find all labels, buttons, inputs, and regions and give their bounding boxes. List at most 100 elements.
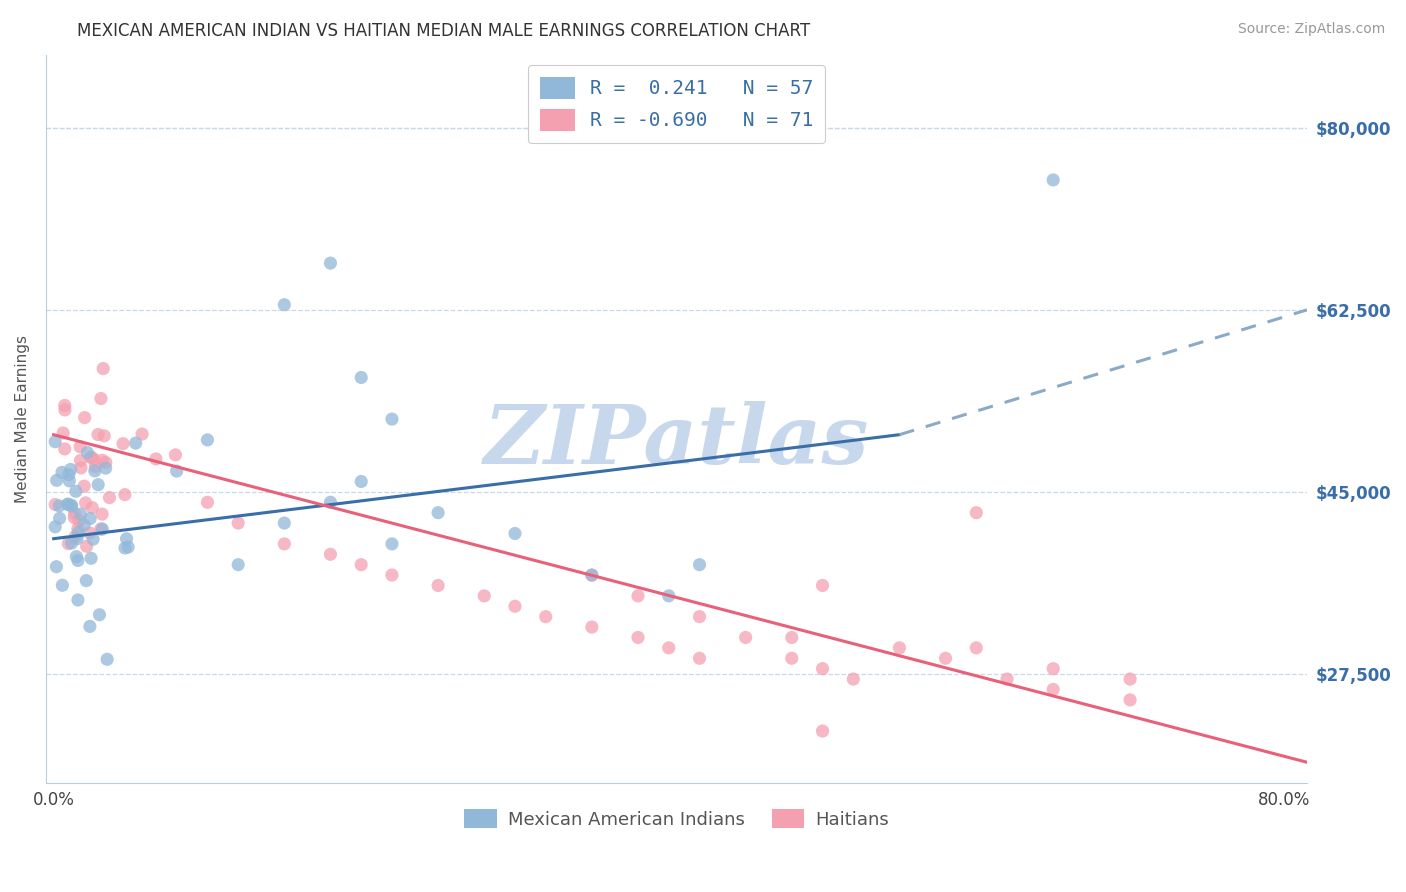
Point xyxy=(52,425,75,440)
Point xyxy=(66,522,89,536)
Point xyxy=(472,589,495,603)
Point xyxy=(80,450,103,465)
Point xyxy=(1042,173,1064,187)
Point xyxy=(627,631,650,645)
Point xyxy=(114,541,136,555)
Point xyxy=(51,466,73,480)
Point xyxy=(114,488,136,502)
Point xyxy=(125,436,148,450)
Point xyxy=(811,578,834,592)
Point xyxy=(56,497,79,511)
Point xyxy=(79,511,101,525)
Point xyxy=(83,452,105,467)
Point xyxy=(44,498,66,512)
Point xyxy=(427,578,450,592)
Point xyxy=(58,474,80,488)
Point xyxy=(60,498,83,512)
Point xyxy=(63,510,86,524)
Text: MEXICAN AMERICAN INDIAN VS HAITIAN MEDIAN MALE EARNINGS CORRELATION CHART: MEXICAN AMERICAN INDIAN VS HAITIAN MEDIA… xyxy=(77,22,810,40)
Point xyxy=(131,427,153,442)
Point xyxy=(166,464,188,478)
Point xyxy=(44,434,66,449)
Point xyxy=(381,412,404,426)
Point xyxy=(226,558,249,572)
Point xyxy=(60,500,83,514)
Point xyxy=(1119,693,1142,707)
Point xyxy=(381,568,404,582)
Point xyxy=(689,558,711,572)
Point xyxy=(87,427,110,442)
Point xyxy=(627,589,650,603)
Text: Source: ZipAtlas.com: Source: ZipAtlas.com xyxy=(1237,22,1385,37)
Point xyxy=(98,491,121,505)
Point xyxy=(87,477,110,491)
Point xyxy=(91,453,114,467)
Point xyxy=(273,298,295,312)
Legend: Mexican American Indians, Haitians: Mexican American Indians, Haitians xyxy=(457,802,896,836)
Point xyxy=(581,568,603,582)
Point xyxy=(45,474,67,488)
Point xyxy=(93,429,115,443)
Point xyxy=(48,499,70,513)
Point xyxy=(66,532,89,546)
Point xyxy=(350,370,373,384)
Point xyxy=(67,525,90,540)
Point xyxy=(91,522,114,536)
Point xyxy=(96,652,118,666)
Point xyxy=(48,511,70,525)
Point xyxy=(503,599,526,614)
Point xyxy=(780,651,803,665)
Point xyxy=(75,574,97,588)
Point xyxy=(80,551,103,566)
Point xyxy=(83,464,105,478)
Point xyxy=(63,530,86,544)
Point xyxy=(66,553,89,567)
Point xyxy=(79,619,101,633)
Point xyxy=(273,537,295,551)
Point xyxy=(73,518,96,533)
Point xyxy=(115,532,138,546)
Point xyxy=(935,651,957,665)
Point xyxy=(69,440,91,454)
Point xyxy=(90,522,112,536)
Point xyxy=(1119,672,1142,686)
Point xyxy=(581,568,603,582)
Point xyxy=(226,516,249,530)
Point xyxy=(90,392,112,406)
Point xyxy=(689,651,711,665)
Y-axis label: Median Male Earnings: Median Male Earnings xyxy=(15,335,30,503)
Point xyxy=(73,479,96,493)
Point xyxy=(76,445,98,459)
Point xyxy=(273,516,295,530)
Point xyxy=(145,451,167,466)
Point xyxy=(79,525,101,540)
Point xyxy=(534,609,557,624)
Point xyxy=(58,536,80,550)
Point xyxy=(197,433,219,447)
Point xyxy=(58,467,80,482)
Point xyxy=(44,520,66,534)
Point xyxy=(56,497,79,511)
Point xyxy=(995,672,1018,686)
Point xyxy=(811,662,834,676)
Point xyxy=(350,475,373,489)
Point xyxy=(811,724,834,739)
Point xyxy=(84,459,107,474)
Point xyxy=(1042,662,1064,676)
Point xyxy=(381,537,404,551)
Point xyxy=(165,448,187,462)
Point xyxy=(65,549,87,564)
Point xyxy=(94,455,117,469)
Point xyxy=(842,672,865,686)
Point xyxy=(689,609,711,624)
Point xyxy=(89,607,111,622)
Point xyxy=(1042,682,1064,697)
Point xyxy=(658,589,681,603)
Point xyxy=(51,578,73,592)
Point xyxy=(889,640,911,655)
Point xyxy=(69,507,91,521)
Point xyxy=(65,484,87,499)
Point xyxy=(69,453,91,467)
Point xyxy=(45,559,67,574)
Point xyxy=(91,361,114,376)
